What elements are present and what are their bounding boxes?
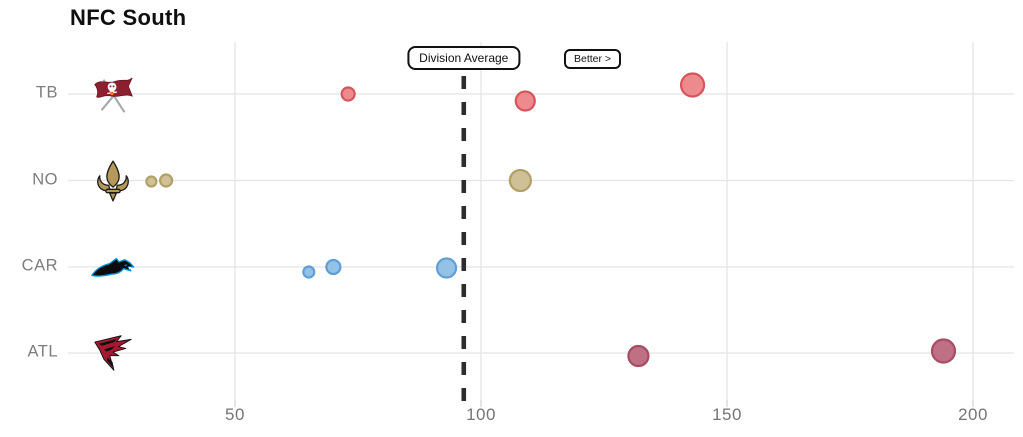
- data-point-atl-132[interactable]: [627, 344, 650, 368]
- better-direction-annotation: Better >: [564, 49, 622, 69]
- saints-fleur-de-lis-icon: [97, 160, 129, 201]
- data-point-no-108[interactable]: [508, 168, 532, 193]
- x-tick-label-100: 100: [466, 405, 496, 424]
- y-axis-label-tb: TB: [35, 83, 58, 102]
- data-point-atl-194[interactable]: [930, 338, 957, 364]
- data-point-car-65[interactable]: [302, 265, 316, 279]
- falcons-bird-icon: [94, 335, 132, 371]
- division-average-annotation: Division Average: [407, 46, 521, 70]
- tampa-bay-buccaneers-logo-icon: [91, 72, 135, 116]
- chart-title: NFC South: [70, 5, 187, 30]
- buccaneers-flag-icon: [94, 77, 133, 113]
- carolina-panthers-logo-icon: [91, 245, 135, 289]
- data-point-no-36[interactable]: [159, 173, 174, 188]
- y-axis-label-no: NO: [32, 170, 58, 189]
- y-axis-label-atl: ATL: [27, 342, 58, 361]
- new-orleans-saints-logo-icon: [91, 159, 135, 203]
- x-tick-label-50: 50: [225, 405, 245, 424]
- atlanta-falcons-logo-icon: [91, 331, 135, 375]
- data-point-car-70[interactable]: [325, 258, 342, 276]
- data-point-car-93[interactable]: [435, 257, 458, 279]
- panthers-head-icon: [91, 257, 135, 277]
- y-axis-label-car: CAR: [21, 256, 58, 275]
- x-tick-label-150: 150: [712, 405, 742, 424]
- data-point-tb-143[interactable]: [679, 72, 706, 98]
- data-point-tb-109[interactable]: [514, 90, 536, 112]
- data-point-no-33[interactable]: [145, 175, 158, 188]
- x-tick-label-200: 200: [958, 405, 988, 424]
- data-point-tb-73[interactable]: [340, 86, 356, 102]
